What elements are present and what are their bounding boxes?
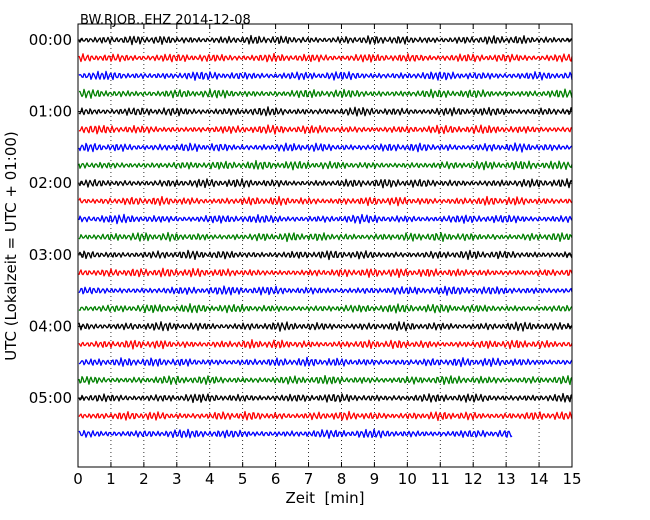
x-tick-label: 8	[337, 470, 347, 488]
y-tick-label: 01:00	[29, 103, 72, 121]
x-tick-label: 15	[562, 470, 581, 488]
x-axis-label: Zeit [min]	[285, 489, 364, 507]
y-tick-label: 04:00	[29, 317, 72, 335]
seismic-trace	[78, 249, 573, 261]
seismic-trace	[78, 70, 573, 81]
x-tick-label: 2	[139, 470, 149, 488]
seismic-trace	[78, 428, 513, 439]
chart-title: BW.RJOB..EHZ 2014-12-08	[80, 13, 251, 28]
seismic-trace	[78, 321, 573, 332]
plot-frame	[77, 23, 573, 468]
x-tick-label: 1	[106, 470, 116, 488]
y-tick-label: 02:00	[29, 174, 72, 192]
x-tick-label: 3	[172, 470, 182, 488]
y-axis-ticks: 00:00 01:00 02:00 03:00 04:00 05:00	[29, 31, 572, 407]
x-tick-label: 0	[73, 470, 83, 488]
x-tick-label: 4	[205, 470, 215, 488]
seismic-trace	[78, 267, 573, 279]
x-tick-label: 9	[370, 470, 380, 488]
seismic-trace	[78, 285, 573, 296]
seismic-trace	[78, 410, 573, 422]
seismic-trace	[78, 231, 573, 243]
seismic-trace	[78, 178, 573, 189]
y-tick-label: 05:00	[29, 389, 72, 407]
seismic-trace	[78, 52, 573, 63]
x-tick-label: 13	[497, 470, 516, 488]
seismic-trace	[78, 159, 573, 171]
y-tick-label: 03:00	[29, 246, 72, 264]
x-axis-ticks: 0 1 2 3 4 5 6 7 8 9 10 11 12 13 14 15	[73, 24, 582, 488]
x-tick-label: 12	[464, 470, 483, 488]
x-tick-label: 10	[398, 470, 417, 488]
seismic-trace	[78, 142, 573, 153]
seismic-trace	[78, 392, 573, 404]
x-tick-label: 7	[304, 470, 314, 488]
y-tick-label: 00:00	[29, 31, 72, 49]
seismic-trace	[78, 124, 573, 135]
seismic-trace	[78, 88, 573, 99]
seismic-trace	[78, 356, 573, 368]
seismic-trace	[78, 213, 573, 225]
x-tick-label: 11	[431, 470, 450, 488]
seismic-trace	[78, 374, 573, 386]
x-tick-label: 6	[271, 470, 281, 488]
y-axis-label: UTC (Lokalzeit = UTC + 01:00)	[2, 131, 20, 361]
seismic-trace	[78, 195, 573, 207]
seismic-traces	[78, 34, 573, 439]
seismic-trace	[78, 106, 573, 117]
seismic-trace	[78, 339, 573, 350]
x-tick-label: 14	[530, 470, 549, 488]
seismic-trace	[78, 34, 573, 46]
seismic-trace	[78, 303, 573, 314]
x-tick-label: 5	[238, 470, 248, 488]
